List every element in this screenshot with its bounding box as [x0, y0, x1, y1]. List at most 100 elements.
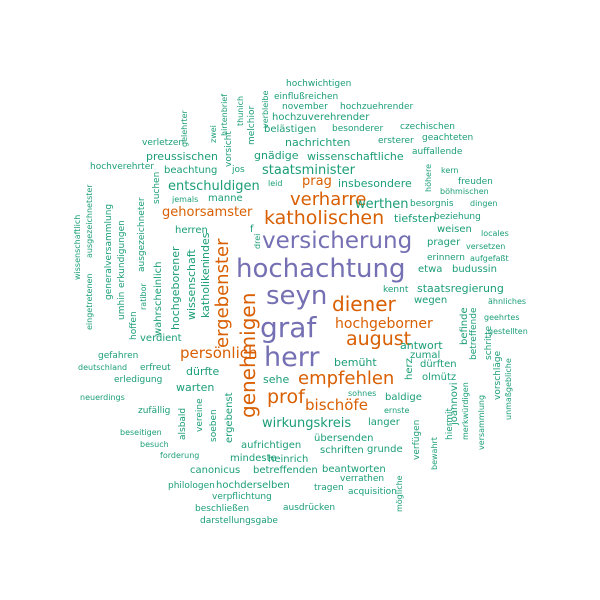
word: verharre — [290, 189, 367, 210]
word: ratibor — [139, 283, 148, 310]
word: wissenschaftliche — [307, 150, 404, 163]
word: langer — [368, 417, 400, 428]
word: diener — [332, 292, 396, 316]
word: umhin — [117, 291, 127, 320]
word: staatsminister — [262, 163, 356, 178]
word: erinnern — [427, 253, 465, 263]
word: katholischen — [264, 207, 385, 229]
word: hochzuehrender — [340, 102, 414, 112]
word: weisen — [437, 224, 472, 235]
word: herr — [264, 342, 320, 373]
word: zufällig — [138, 406, 171, 416]
word: drei — [253, 233, 262, 249]
word: aufgefaßt — [470, 254, 509, 263]
word: erfreut — [140, 363, 171, 373]
word: preussischen — [146, 150, 219, 163]
word: empfehlen — [298, 368, 395, 389]
word: herz — [404, 358, 415, 380]
word: gehorsamster — [162, 205, 253, 220]
word: wahrscheinlich — [153, 261, 164, 336]
word: budussin — [452, 264, 497, 275]
word: jemals — [172, 195, 199, 204]
word: verdient — [140, 333, 182, 344]
word: hochzuverehrender — [272, 112, 370, 123]
word: beziehung — [434, 212, 481, 222]
word: verletzen — [142, 138, 185, 148]
word: hochderselben — [216, 480, 290, 491]
word: geachteten — [422, 133, 474, 143]
word: melchior — [247, 105, 257, 145]
word: august — [346, 328, 412, 350]
word: graf — [260, 311, 317, 344]
word: beschließen — [195, 504, 250, 514]
word: darstellungsgabe — [200, 516, 278, 526]
word: zwei — [209, 125, 218, 143]
word: auffallende — [412, 147, 463, 157]
word: höhere — [424, 164, 433, 192]
word: seyn — [266, 281, 328, 311]
word: deutschland — [78, 363, 128, 372]
word: indes — [199, 232, 212, 262]
word: ernste — [384, 406, 410, 415]
word: november — [282, 102, 328, 112]
word: besorgnis — [410, 199, 454, 209]
word: soeben — [209, 409, 219, 442]
word: merkwürdigen — [461, 382, 470, 440]
word: werthen — [355, 197, 409, 212]
word: versetzen — [466, 242, 506, 251]
word: belästigen — [264, 124, 317, 135]
word: hochgeborner — [335, 316, 433, 332]
word: vorsicht — [224, 131, 234, 167]
word: grunde — [367, 444, 403, 455]
word: erledigung — [114, 375, 163, 385]
word: ersterer — [378, 136, 414, 146]
word: besonderer — [332, 124, 384, 134]
word: etwa — [418, 264, 443, 275]
word: eingetretenen — [85, 273, 94, 330]
word: vereine — [195, 398, 205, 432]
word: katholiken — [199, 261, 212, 318]
word: ergebenster — [212, 238, 233, 348]
word: mögliche — [395, 475, 404, 512]
word: betreffenden — [253, 465, 318, 476]
word: forderung — [160, 451, 200, 460]
word: locales — [481, 229, 509, 238]
word: herren — [175, 225, 208, 236]
word: dürfte — [186, 365, 220, 378]
word: beseitigen — [120, 428, 162, 437]
word: baldige — [385, 392, 422, 403]
word: hochverehrter — [90, 162, 154, 172]
word: heinrich — [268, 454, 309, 465]
word: freuden — [458, 177, 493, 187]
word: gelehrter — [180, 110, 189, 147]
word: canonicus — [190, 465, 241, 476]
word: alsbald — [178, 407, 188, 440]
word: f — [250, 224, 254, 235]
word: hoffen — [129, 311, 139, 340]
word: zumal — [410, 350, 441, 361]
word: gestellten — [488, 327, 528, 336]
word: geehrtes — [484, 313, 520, 322]
word: mindeste — [230, 453, 277, 464]
word: ausdrücken — [283, 503, 336, 513]
word: sohnes — [348, 389, 377, 398]
word: versammlung — [477, 394, 486, 450]
word: tiefsten — [394, 212, 436, 225]
word: prager — [427, 237, 461, 248]
word: ausgezeichneter — [137, 197, 147, 272]
word: hiermit — [445, 407, 455, 440]
word: hochgeborener — [169, 246, 182, 331]
word: böhmischen — [440, 187, 489, 196]
word: philologen — [168, 481, 215, 491]
word: aufrichtigen — [241, 440, 302, 451]
word: wirkungskreis — [262, 416, 352, 431]
word: staatsregierung — [417, 282, 504, 295]
word: besuch — [140, 440, 169, 449]
word: hochachtung — [236, 254, 406, 284]
word: nachrichten — [285, 136, 351, 149]
word: gnädige — [254, 149, 299, 162]
word: kennt — [383, 285, 409, 295]
word: übersenden — [314, 433, 374, 444]
word: verbleibe — [261, 90, 270, 128]
word: einflußreichen — [274, 92, 339, 102]
